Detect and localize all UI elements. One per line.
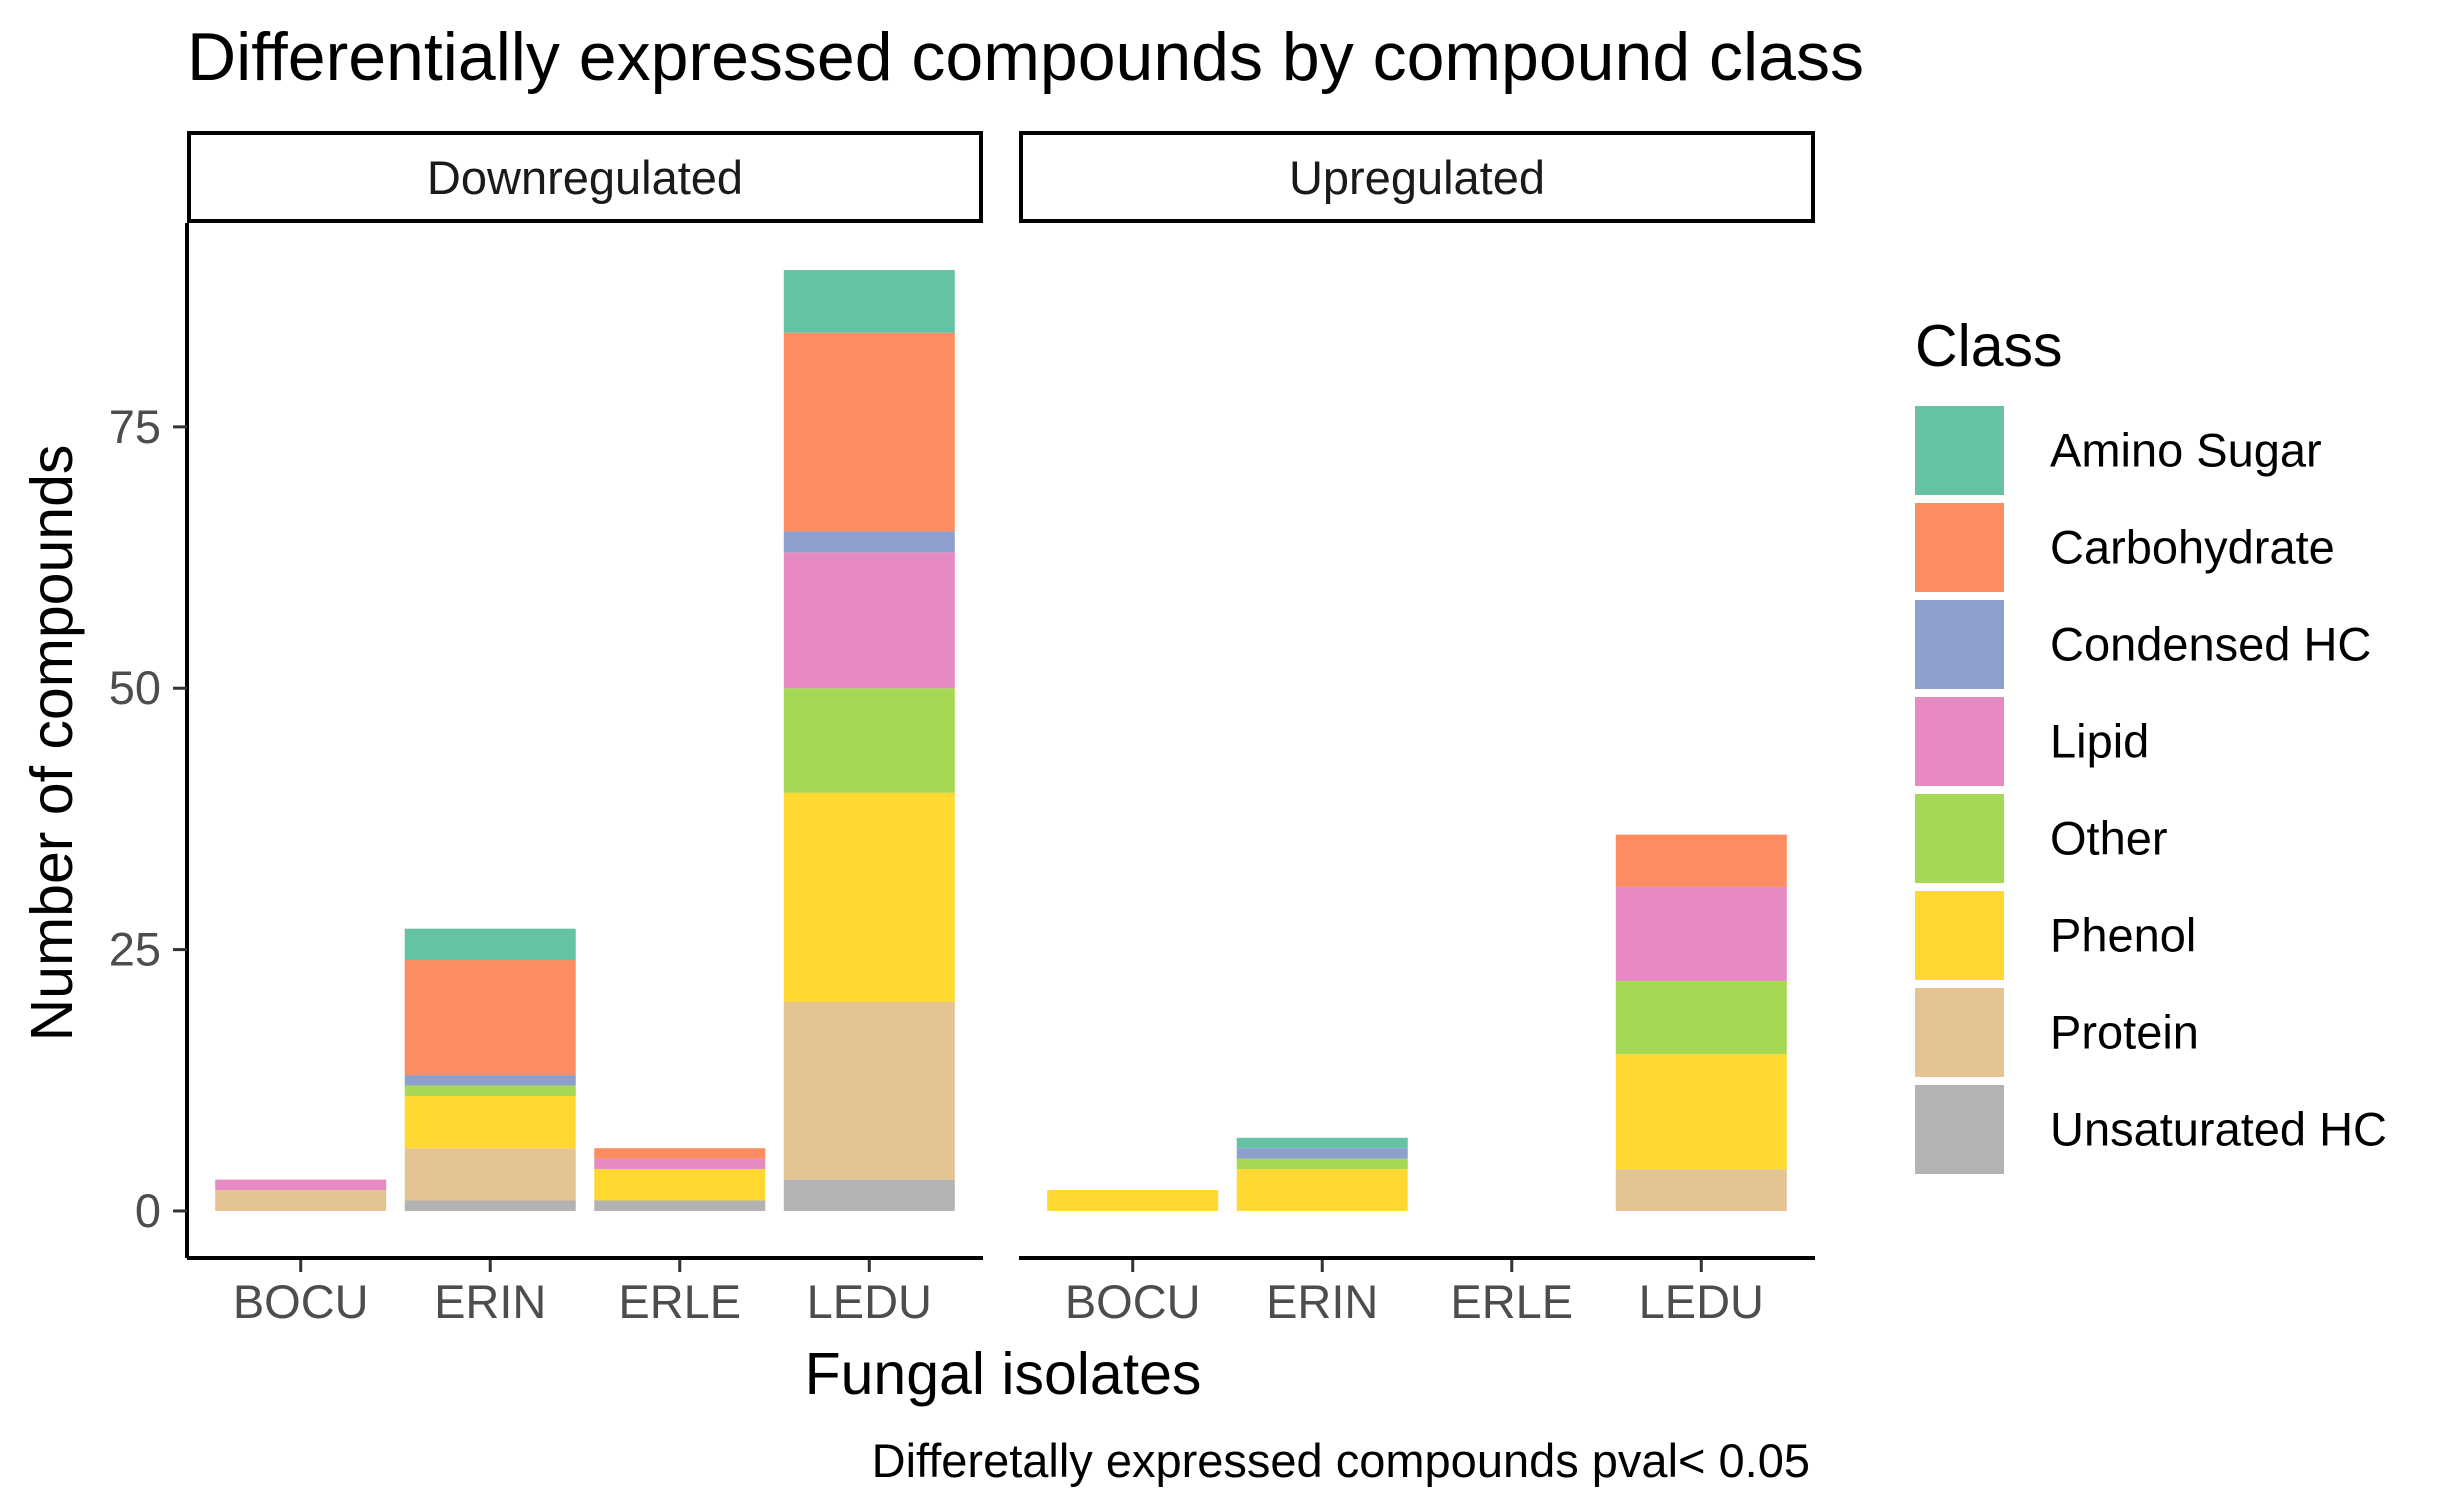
legend-key-amino-sugar (1915, 406, 2004, 495)
legend-key-other (1915, 794, 2004, 883)
bar-downregulated-erin-phenol (404, 1095, 576, 1149)
bar-downregulated-ledu-condensed-hc (783, 531, 955, 553)
facet-label-downregulated: Downregulated (427, 151, 743, 204)
legend-key-lipid (1915, 697, 2004, 786)
bar-upregulated-ledu-phenol (1615, 1054, 1787, 1170)
facet-label-upregulated: Upregulated (1289, 151, 1545, 204)
bar-upregulated-bocu-phenol (1047, 1190, 1219, 1211)
x-tick-label-downregulated-bocu: BOCU (233, 1275, 369, 1328)
bar-downregulated-ledu-other (783, 688, 955, 793)
x-tick-label-upregulated-erle: ERLE (1450, 1275, 1573, 1328)
legend-key-carbohydrate (1915, 503, 2004, 592)
y-tick-label-25: 25 (109, 923, 161, 976)
legend-key-unsaturated-hc (1915, 1085, 2004, 1174)
x-tick-label-downregulated-ledu: LEDU (807, 1275, 932, 1328)
legend-key-protein (1915, 988, 2004, 1077)
legend-key-phenol (1915, 891, 2004, 980)
bar-downregulated-ledu-unsaturated-hc (783, 1179, 955, 1211)
x-tick-label-upregulated-bocu: BOCU (1065, 1275, 1201, 1328)
bar-downregulated-erin-unsaturated-hc (404, 1200, 576, 1211)
bar-downregulated-erin-amino-sugar (404, 928, 576, 961)
legend-items: Amino Sugar Carbohydrate Condensed HC Lipid… (1915, 406, 2387, 1174)
legend-label-amino-sugar: Amino Sugar (2050, 424, 2322, 477)
bar-downregulated-bocu-protein (215, 1190, 387, 1211)
bar-downregulated-ledu-amino-sugar (783, 270, 955, 333)
bar-downregulated-erin-condensed-hc (404, 1075, 576, 1086)
chart-title: Differentially expressed compounds by co… (187, 19, 1864, 95)
legend-label-lipid: Lipid (2050, 715, 2149, 768)
legend-title: Class (1915, 313, 2063, 379)
panel-downregulated: Downregulated BOCU ERIN ERLE LEDU 0 25 50 75 (109, 131, 983, 1328)
y-tick-label-0: 0 (135, 1184, 161, 1237)
bar-downregulated-ledu-lipid (783, 552, 955, 689)
chart-caption: Differetally expressed compounds pval< 0… (872, 1434, 1810, 1487)
bar-downregulated-erin-protein (404, 1148, 576, 1201)
y-tick-label-75: 75 (109, 400, 161, 453)
bar-upregulated-ledu-other (1615, 980, 1787, 1055)
bar-downregulated-ledu-phenol (783, 792, 955, 1002)
legend-key-condensed-hc (1915, 600, 2004, 689)
facet-strip-downregulated (187, 131, 983, 223)
bar-downregulated-erle-carbohydrate (594, 1148, 766, 1159)
bar-downregulated-bocu-lipid (215, 1179, 387, 1191)
bar-downregulated-erle-lipid (594, 1158, 766, 1170)
bar-upregulated-erin-phenol (1236, 1169, 1408, 1211)
bar-downregulated-ledu-carbohydrate (783, 332, 955, 532)
bar-upregulated-erin-condensed-hc (1236, 1148, 1408, 1159)
bar-upregulated-ledu-carbohydrate (1615, 834, 1787, 887)
bar-upregulated-erin-amino-sugar (1236, 1137, 1408, 1149)
bar-downregulated-erin-carbohydrate (404, 960, 576, 1076)
x-tick-label-upregulated-erin: ERIN (1266, 1275, 1378, 1328)
x-axis-label: Fungal isolates (805, 1341, 1202, 1407)
bar-upregulated-ledu-protein (1615, 1169, 1787, 1211)
legend-label-phenol: Phenol (2050, 909, 2196, 962)
legend-label-condensed-hc: Condensed HC (2050, 618, 2371, 671)
legend-label-protein: Protein (2050, 1006, 2199, 1059)
legend: Class Amino Sugar Carbohydrate Condensed H… (1915, 313, 2387, 1174)
x-tick-label-upregulated-ledu: LEDU (1639, 1275, 1764, 1328)
bar-upregulated-ledu-lipid (1615, 886, 1787, 981)
legend-label-carbohydrate: Carbohydrate (2050, 521, 2335, 574)
x-tick-label-downregulated-erle: ERLE (618, 1275, 741, 1328)
bar-upregulated-erin-other (1236, 1158, 1408, 1170)
bar-downregulated-erin-other (404, 1085, 576, 1096)
bar-downregulated-ledu-protein (783, 1001, 955, 1180)
panel-upregulated: Upregulated BOCU ERIN ERLE LEDU (1019, 131, 1815, 1328)
bar-downregulated-erle-phenol (594, 1169, 766, 1201)
y-axis-label: Number of compounds (19, 445, 85, 1042)
x-tick-label-downregulated-erin: ERIN (434, 1275, 546, 1328)
facet-panels: Downregulated BOCU ERIN ERLE LEDU 0 25 50 75 Upre… (109, 131, 1815, 1328)
bar-downregulated-erle-unsaturated-hc (594, 1200, 766, 1211)
facet-strip-upregulated (1019, 131, 1815, 223)
y-tick-label-50: 50 (109, 661, 161, 714)
legend-label-other: Other (2050, 812, 2168, 865)
legend-label-unsaturated-hc: Unsaturated HC (2050, 1103, 2387, 1156)
